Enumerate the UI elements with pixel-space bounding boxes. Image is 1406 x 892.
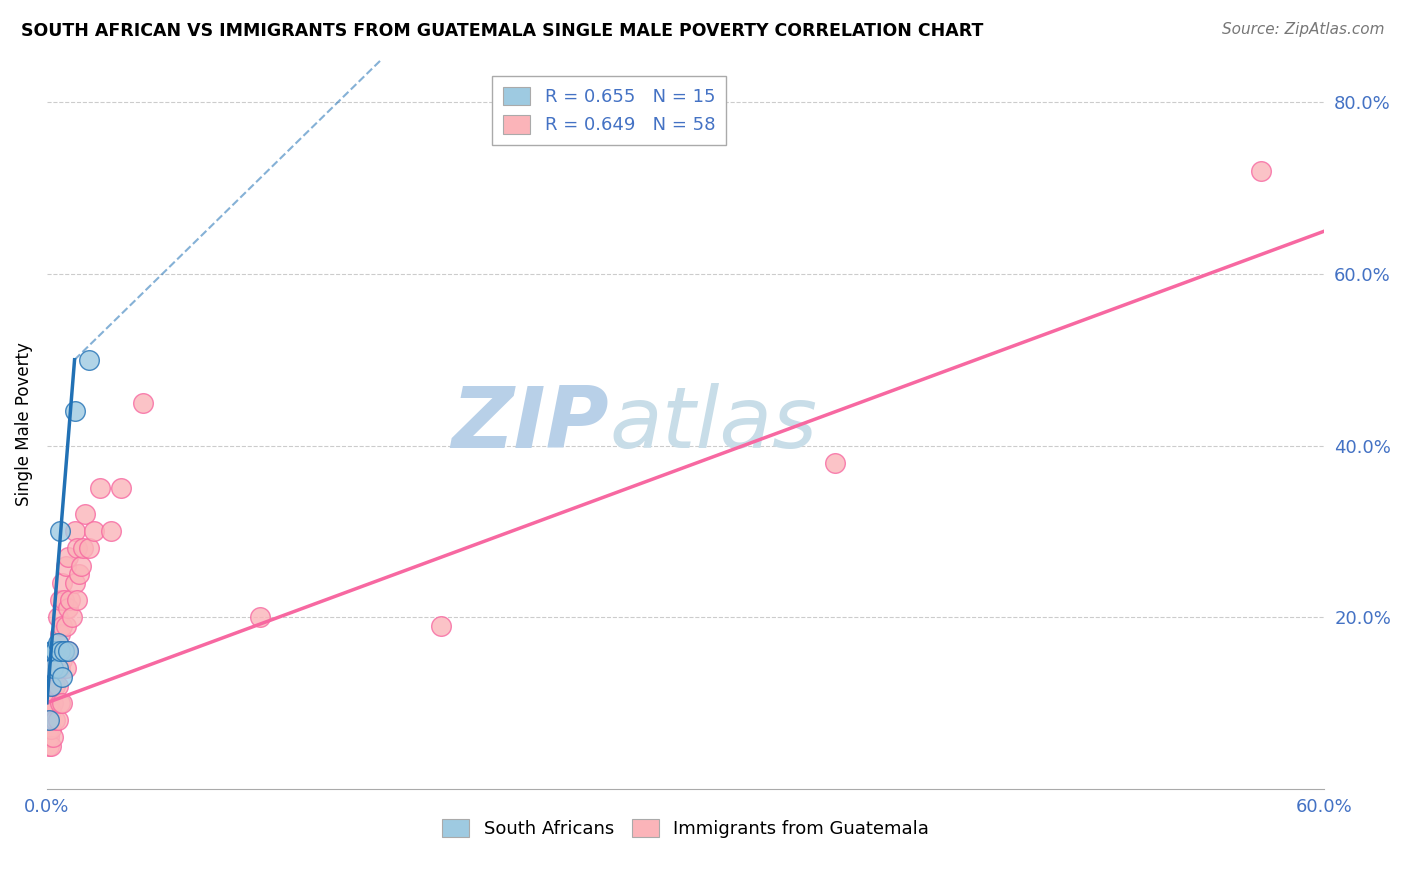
Point (51, 575, 73, 590)
Point (38, 730, 60, 744)
Y-axis label: Single Male Poverty: Single Male Poverty (15, 343, 32, 506)
Point (55, 558, 77, 573)
Point (44, 713, 66, 727)
Point (38, 713, 60, 727)
Point (62, 610, 84, 624)
Point (56, 644, 79, 658)
Point (48, 592, 70, 607)
Point (46, 661, 69, 675)
Point (44, 644, 66, 658)
Legend: South Africans, Immigrants from Guatemala: South Africans, Immigrants from Guatemal… (434, 812, 936, 845)
Point (39, 687, 62, 701)
Point (66, 592, 89, 607)
Point (56, 549, 79, 564)
Point (39, 670, 62, 684)
Point (48, 627, 70, 641)
Point (38, 722, 60, 736)
Point (52, 644, 75, 658)
Point (39, 722, 62, 736)
Point (110, 482, 132, 496)
Point (131, 395, 153, 409)
Point (39, 653, 62, 667)
Point (51, 653, 73, 667)
Point (48, 644, 70, 658)
Point (79, 541, 101, 556)
Point (249, 610, 271, 624)
Point (83, 524, 105, 539)
Point (39, 644, 62, 658)
Point (824, 456, 846, 470)
Point (38, 696, 60, 710)
Point (75, 507, 97, 521)
Point (430, 618, 453, 632)
Point (44, 644, 66, 658)
Point (38, 739, 60, 753)
Point (52, 592, 75, 607)
Point (67, 567, 90, 582)
Point (39, 704, 62, 718)
Point (46, 610, 69, 624)
Text: ZIP: ZIP (451, 383, 609, 466)
Point (42, 730, 65, 744)
Point (39, 679, 62, 693)
Point (51, 696, 73, 710)
Point (46, 679, 69, 693)
Point (100, 524, 122, 539)
Point (72, 541, 94, 556)
Point (48, 696, 70, 710)
Point (63, 575, 86, 590)
Point (63, 524, 86, 539)
Text: Source: ZipAtlas.com: Source: ZipAtlas.com (1222, 22, 1385, 37)
Point (56, 644, 79, 658)
Point (1250, 164, 1272, 178)
Point (89, 482, 111, 496)
Point (66, 541, 89, 556)
Point (42, 661, 65, 675)
Point (46, 713, 69, 727)
Point (42, 661, 65, 675)
Point (42, 644, 65, 658)
Point (51, 618, 73, 632)
Point (51, 670, 73, 684)
Point (52, 644, 75, 658)
Point (42, 696, 65, 710)
Text: SOUTH AFRICAN VS IMMIGRANTS FROM GUATEMALA SINGLE MALE POVERTY CORRELATION CHART: SOUTH AFRICAN VS IMMIGRANTS FROM GUATEMA… (21, 22, 983, 40)
Point (39, 739, 62, 753)
Point (44, 679, 66, 693)
Point (79, 352, 101, 367)
Point (63, 404, 86, 418)
Point (48, 524, 70, 539)
Point (46, 644, 69, 658)
Point (46, 636, 69, 650)
Point (59, 592, 82, 607)
Point (38, 679, 60, 693)
Point (48, 661, 70, 675)
Point (55, 661, 77, 675)
Text: atlas: atlas (609, 383, 817, 466)
Point (56, 601, 79, 615)
Point (38, 713, 60, 727)
Point (55, 618, 77, 632)
Point (70, 558, 93, 573)
